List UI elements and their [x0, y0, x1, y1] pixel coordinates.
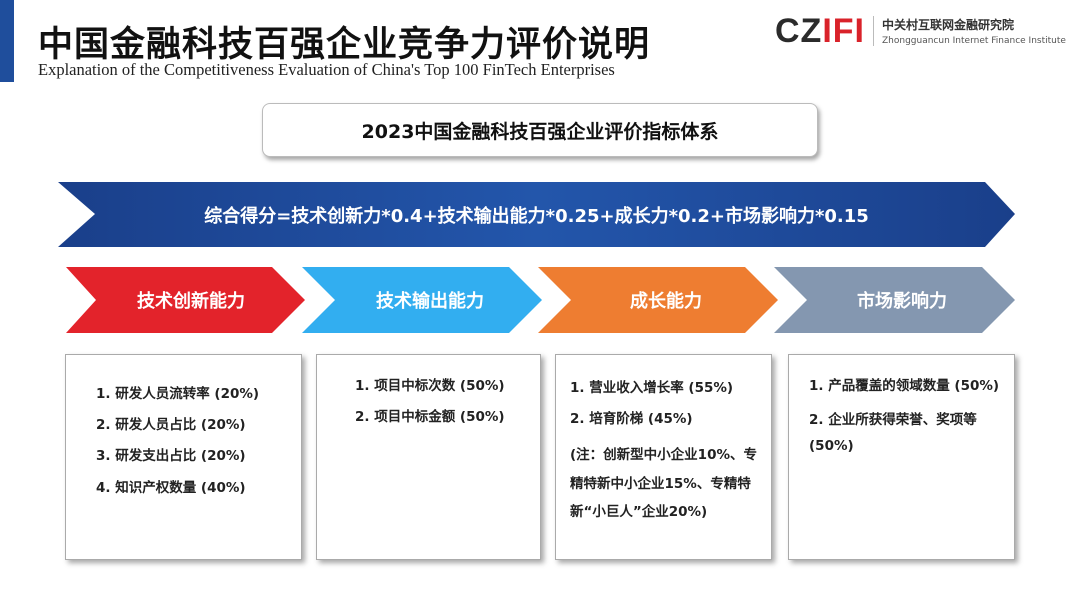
category-label: 成长能力 — [630, 291, 702, 312]
list-item: 2. 研发人员占比 (20%) — [96, 417, 246, 434]
list-item: 2. 培育阶梯 (45%) — [570, 411, 693, 428]
system-title-box: 2023中国金融科技百强企业评价指标体系 — [262, 103, 818, 157]
chevron-tech-innovation — [66, 267, 305, 333]
card-tech-innovation: 1. 研发人员流转率 (20%) 2. 研发人员占比 (20%) 3. 研发支出… — [65, 354, 302, 560]
list-item: 4. 知识产权数量 (40%) — [96, 479, 246, 496]
czifi-logo: CZIFI 中关村互联网金融研究院 Zhongguancun Internet … — [775, 14, 1066, 48]
page-title: 中国金融科技百强企业竞争力评价说明 — [38, 25, 651, 65]
formula-banner-arrow — [58, 182, 1015, 247]
list-note: (注：创新型中小企业10%、专精特新中小企业15%、专精特新“小巨人”企业20%… — [570, 447, 757, 521]
logo-mark-red: IFI — [822, 12, 865, 50]
card-tech-output: 1. 项目中标次数 (50%) 2. 项目中标金额 (50%) — [316, 354, 541, 560]
category-label: 技术输出能力 — [376, 291, 484, 312]
list-item: 3. 研发支出占比 (20%) — [96, 448, 246, 465]
category-label: 技术创新能力 — [137, 291, 245, 312]
logo-mark-dark: CZ — [775, 12, 823, 50]
list-item: 1. 项目中标次数 (50%) — [355, 378, 505, 394]
logo-name-cn: 中关村互联网金融研究院 — [882, 18, 1015, 32]
card-growth: 1. 营业收入增长率 (55%) 2. 培育阶梯 (45%) (注：创新型中小企… — [555, 354, 772, 560]
formula-text: 综合得分=技术创新力*0.4+技术输出能力*0.25+成长力*0.2+市场影响力… — [204, 205, 869, 227]
chevron-market — [774, 267, 1015, 333]
accent-bar — [0, 0, 14, 82]
chevron-growth — [538, 267, 778, 333]
list-item: 2. 项目中标金额 (50%) — [355, 409, 505, 426]
logo-name-en: Zhongguancun Internet Finance Institute — [882, 36, 1066, 46]
list-item: 1. 研发人员流转率 (20%) — [96, 386, 260, 402]
category-label: 市场影响力 — [857, 291, 947, 312]
list-item: 1. 营业收入增长率 (55%) — [570, 380, 734, 396]
list-item: 2. 企业所获得荣誉、奖项等 (50%) — [809, 412, 977, 454]
chevron-tech-output — [302, 267, 542, 333]
list-item: 1. 产品覆盖的领域数量 (50%) — [809, 378, 1000, 394]
logo-divider — [873, 16, 874, 46]
page-subtitle: Explanation of the Competitiveness Evalu… — [38, 60, 615, 79]
card-market: 1. 产品覆盖的领域数量 (50%) 2. 企业所获得荣誉、奖项等 (50%) — [788, 354, 1015, 560]
